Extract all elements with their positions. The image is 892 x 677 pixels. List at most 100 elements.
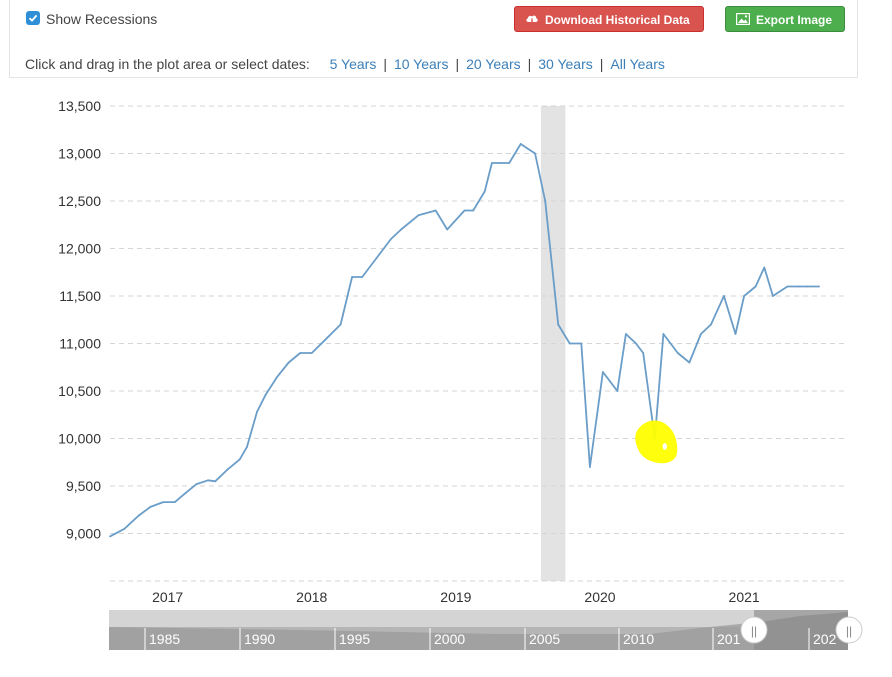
navigator-year-label: 1995 [339, 631, 370, 647]
data-point [662, 333, 665, 335]
data-point [123, 527, 126, 530]
image-icon [736, 13, 750, 25]
data-point [390, 238, 392, 240]
data-point [635, 342, 637, 345]
data-point [361, 276, 364, 278]
separator: | [383, 56, 387, 72]
data-point [472, 209, 475, 212]
data-point [339, 323, 342, 326]
data-point [299, 352, 302, 354]
navigator-year-label: 1990 [244, 631, 275, 647]
data-point [519, 143, 522, 145]
checkmark-icon [28, 14, 38, 22]
chart-controls-panel: Show Recessions Download Historical Data… [9, 0, 858, 78]
highlighter-gap [662, 443, 667, 450]
data-point [806, 285, 809, 288]
navigator-selected-range[interactable] [754, 610, 848, 650]
data-point [256, 411, 258, 413]
data-point [568, 342, 571, 345]
zoom-all-years-link[interactable]: All Years [610, 56, 665, 72]
zoom-5-years-link[interactable]: 5 Years [329, 56, 377, 72]
data-point [325, 337, 328, 340]
data-point [688, 361, 691, 364]
data-point [207, 479, 209, 482]
data-point [184, 492, 186, 495]
data-point [227, 468, 230, 470]
x-tick-label: 2019 [440, 589, 471, 605]
data-point [195, 483, 198, 485]
data-point [238, 458, 241, 461]
data-point [754, 285, 757, 288]
data-point [149, 506, 152, 508]
data-point [797, 285, 800, 288]
separator: | [527, 56, 532, 72]
data-point [417, 214, 420, 217]
data-point [710, 323, 712, 326]
data-point [534, 152, 537, 155]
data-point [589, 466, 591, 468]
y-tick-label: 12,500 [58, 193, 101, 209]
data-point [580, 342, 583, 345]
data-point [734, 333, 737, 335]
data-point [625, 333, 627, 335]
data-point [173, 501, 176, 504]
zoom-30-years-link[interactable]: 30 Years [538, 56, 593, 72]
data-point [763, 266, 766, 269]
data-point [699, 333, 702, 335]
handle-grip-icon: || [751, 624, 757, 638]
data-point [400, 228, 403, 231]
zoom-20-years-link[interactable]: 20 Years [466, 56, 521, 72]
navigator-year-label: 201 [717, 631, 741, 647]
export-button-label: Export Image [756, 13, 833, 27]
y-tick-label: 12,000 [58, 241, 101, 257]
navigator-mask-left [109, 627, 754, 650]
x-tick-label: 2021 [729, 589, 760, 605]
data-point [483, 190, 486, 193]
download-historical-data-button[interactable]: Download Historical Data [514, 6, 704, 32]
data-point [498, 162, 501, 164]
y-tick-label: 10,500 [58, 383, 101, 399]
data-point [544, 200, 547, 202]
data-point [508, 162, 511, 164]
data-point [642, 352, 645, 354]
y-tick-label: 13,500 [58, 98, 101, 114]
data-point [818, 285, 820, 288]
data-point [137, 514, 140, 517]
y-tick-label: 9,000 [66, 526, 101, 542]
export-image-button[interactable]: Export Image [725, 6, 845, 32]
zoom-prompt: Click and drag in the plot area or selec… [25, 56, 310, 72]
y-tick-label: 11,500 [59, 288, 101, 304]
y-tick-label: 13,000 [58, 146, 101, 162]
data-point [676, 352, 679, 354]
y-tick-label: 11,000 [59, 336, 101, 352]
x-tick-label: 2017 [152, 589, 183, 605]
zoom-10-years-link[interactable]: 10 Years [393, 56, 449, 72]
navigator-year-label: 1985 [149, 631, 180, 647]
zoom-range-selector: Click and drag in the plot area or selec… [25, 56, 665, 72]
data-point [310, 352, 313, 354]
cloud-download-icon [526, 15, 538, 26]
navigator-right-handle[interactable] [835, 616, 863, 644]
data-point [276, 375, 279, 378]
x-tick-label: 2020 [584, 589, 615, 605]
data-point [743, 295, 746, 297]
data-point [434, 209, 437, 212]
data-point [351, 276, 354, 278]
navigator-year-label: 202 [813, 631, 837, 647]
data-point [375, 257, 378, 259]
data-point [616, 390, 619, 392]
data-point [491, 162, 493, 164]
data-point [557, 323, 560, 326]
data-point [246, 446, 248, 448]
download-button-label: Download Historical Data [545, 13, 690, 27]
navigator-year-label: 2010 [623, 631, 654, 647]
data-point [446, 228, 449, 231]
data-point [287, 361, 290, 364]
data-point [463, 209, 466, 212]
data-point [786, 285, 789, 288]
data-point [109, 535, 111, 538]
series-line [109, 143, 820, 538]
navigator-left-handle[interactable] [740, 616, 768, 644]
show-recessions-checkbox[interactable] [26, 11, 40, 25]
